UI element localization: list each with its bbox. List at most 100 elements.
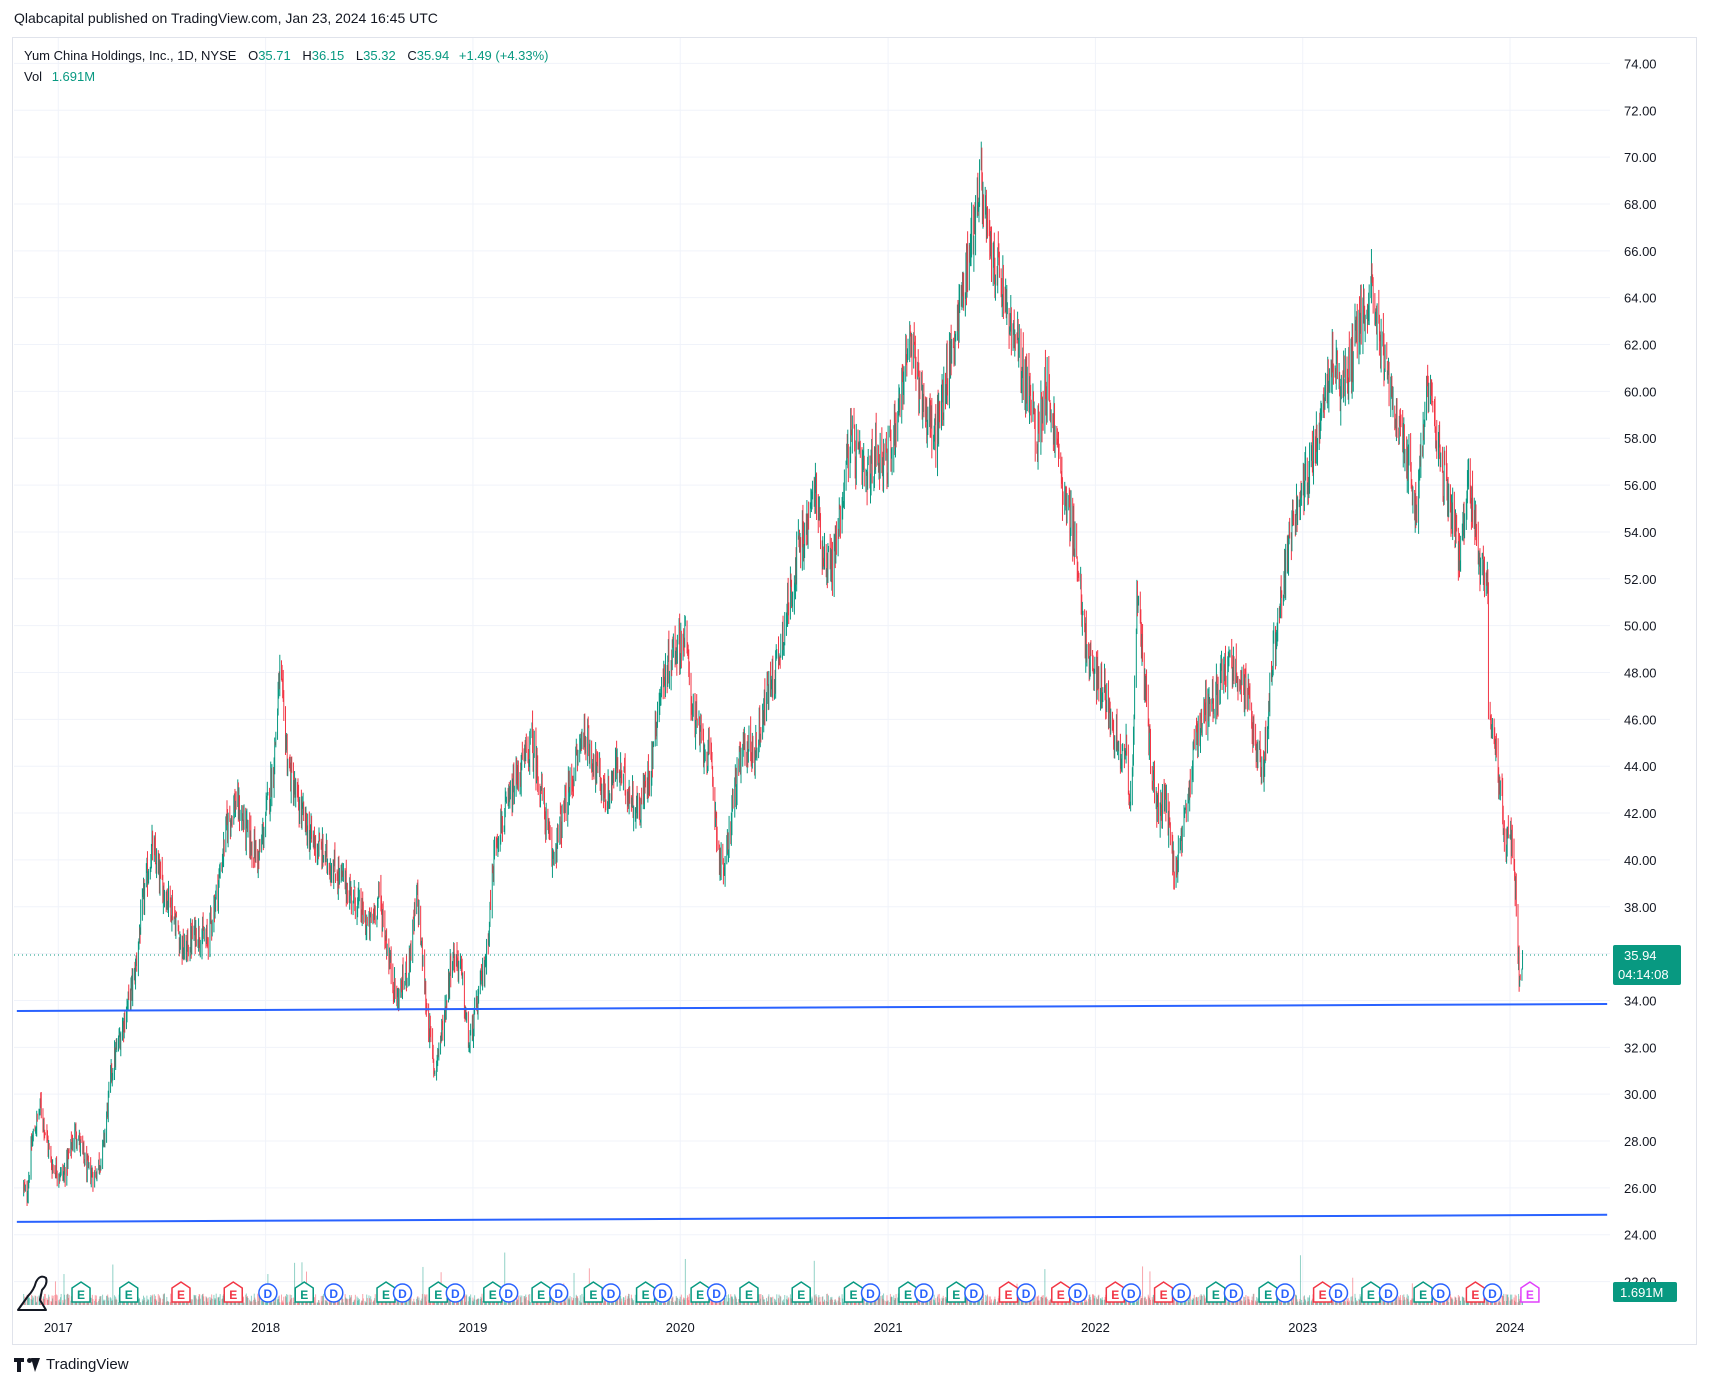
earnings-icon-letter: E: [434, 1288, 442, 1302]
x-tick-label: 2022: [1081, 1320, 1110, 1335]
earnings-icon: [1312, 1281, 1333, 1303]
earnings-icon-letter: E: [1471, 1288, 1479, 1302]
dividend-icon-letter: D: [451, 1287, 460, 1301]
earnings-icon: [843, 1281, 864, 1303]
earnings-icon-letter: E: [1160, 1288, 1168, 1302]
dividend-icon-letter: D: [920, 1287, 929, 1301]
earnings-icon: [1258, 1281, 1278, 1303]
dividend-icon-letter: D: [1127, 1287, 1136, 1301]
y-tick-label: 38.00: [1624, 900, 1657, 915]
symbol-title: Yum China Holdings, Inc., 1D, NYSE: [24, 48, 237, 63]
earnings-icon-letter: E: [1212, 1288, 1220, 1302]
time-axis: 2017 2018 2019 2020 2021 2022 2023 2024: [44, 1320, 1525, 1335]
dividend-icon-letter: D: [1384, 1287, 1393, 1301]
earnings-icon: [223, 1281, 243, 1303]
dividend-icon-letter: D: [658, 1287, 667, 1301]
volume-tag: [1613, 1282, 1677, 1302]
low-label: L: [355, 48, 364, 63]
earnings-icon: [1153, 1281, 1174, 1303]
dividend-icon: [1430, 1283, 1451, 1303]
y-tick-label: 74.00: [1624, 56, 1657, 71]
earnings-icon: [71, 1281, 91, 1303]
y-tick-label: 68.00: [1624, 197, 1657, 212]
dividend-icon: [601, 1283, 621, 1303]
earnings-icon-letter: E: [904, 1288, 912, 1302]
earnings-icon-letter: E: [229, 1288, 237, 1302]
bar-countdown: 04:14:08: [1618, 967, 1669, 982]
dividend-icon-letter: D: [712, 1287, 721, 1301]
earnings-icon-letter: E: [1526, 1288, 1534, 1302]
earnings-icon-letter: E: [1367, 1288, 1375, 1302]
volume-bars: [23, 1252, 1524, 1305]
dividend-icon: [498, 1283, 519, 1303]
earnings-icon-letter: E: [1319, 1288, 1327, 1302]
dividend-icon: [1068, 1283, 1088, 1303]
dividend-icon: [445, 1283, 466, 1303]
published-header: Qlabcapital published on TradingView.com…: [14, 10, 438, 26]
earnings-icon: [171, 1281, 191, 1303]
earnings-icon: [118, 1281, 139, 1303]
earnings-icon-letter: E: [745, 1288, 753, 1302]
earnings-icon-letter: E: [382, 1288, 390, 1302]
earnings-icon: [791, 1281, 811, 1303]
earnings-icon: [1105, 1281, 1126, 1303]
earnings-icon-letter: E: [1057, 1288, 1065, 1302]
y-tick-label: 72.00: [1624, 103, 1657, 118]
y-tick-label: 50.00: [1624, 619, 1657, 634]
earnings-icon-letter: E: [125, 1288, 133, 1302]
brand-name: TradingView: [46, 1356, 129, 1373]
dividend-icon-letter: D: [1281, 1287, 1290, 1301]
dividend-icon: [258, 1283, 278, 1303]
high-label: H: [302, 48, 312, 63]
earnings-icon: [483, 1281, 503, 1303]
earnings-icon: [739, 1281, 759, 1303]
y-tick-label: 42.00: [1624, 806, 1657, 821]
y-tick-label: 44.00: [1624, 759, 1657, 774]
dividend-icon: [1378, 1283, 1399, 1303]
y-tick-label: 64.00: [1624, 291, 1657, 306]
close-value: 35.94: [416, 48, 450, 63]
tradingview-logo-icon: [14, 1357, 40, 1372]
dividend-icon-letter: D: [1488, 1287, 1497, 1301]
dividend-icon-letter: D: [970, 1287, 979, 1301]
earnings-icon: [428, 1281, 449, 1303]
y-tick-label: 48.00: [1624, 666, 1657, 681]
ohlc-row: Yum China Holdings, Inc., 1D, NYSE O35.7…: [24, 45, 549, 66]
earnings-icon: [376, 1281, 396, 1303]
dividend-icon: [1121, 1283, 1141, 1303]
earnings-icon: [1361, 1281, 1381, 1303]
dividend-icon-letter: D: [504, 1287, 513, 1301]
earnings-icon: [898, 1281, 918, 1303]
chart-legend: Yum China Holdings, Inc., 1D, NYSE O35.7…: [24, 45, 549, 87]
tradingview-brand[interactable]: TradingView: [14, 1356, 129, 1373]
earnings-icon-letter: E: [537, 1288, 545, 1302]
dividend-icon-letter: D: [329, 1287, 338, 1301]
support-lines: [14, 954, 1610, 1223]
earnings-icon-letter: E: [952, 1288, 960, 1302]
x-tick-label: 2017: [44, 1320, 73, 1335]
chart-frame: [12, 37, 1697, 1345]
y-tick-label: 66.00: [1624, 244, 1657, 259]
last-price-tag: [1613, 945, 1681, 986]
x-tick-label: 2023: [1288, 1320, 1317, 1335]
earnings-icon-letter: E: [1005, 1288, 1013, 1302]
dividend-icon-letter: D: [1436, 1287, 1445, 1301]
y-tick-label: 46.00: [1624, 712, 1657, 727]
x-tick-label: 2019: [458, 1320, 487, 1335]
y-tick-label: 32.00: [1624, 1040, 1657, 1055]
dividend-icon: [1275, 1283, 1295, 1303]
earnings-icon-letter: E: [1264, 1288, 1272, 1302]
dividend-icon: [964, 1283, 984, 1303]
x-tick-label: 2018: [251, 1320, 280, 1335]
y-tick-label: 34.00: [1624, 993, 1657, 1008]
earnings-icon-letter: E: [797, 1288, 805, 1302]
earnings-icon-letter: E: [177, 1288, 185, 1302]
support-line: [16, 1213, 1608, 1223]
dividend-icon-letter: D: [264, 1287, 273, 1301]
x-tick-label: 2021: [874, 1320, 903, 1335]
volume-row: Vol 1.691M: [24, 66, 549, 87]
dividend-icon: [1482, 1283, 1503, 1303]
volume-value: 1.691M: [51, 69, 96, 84]
axis-labels: 35.94 04:14:08 1.691M: [1613, 945, 1681, 1302]
